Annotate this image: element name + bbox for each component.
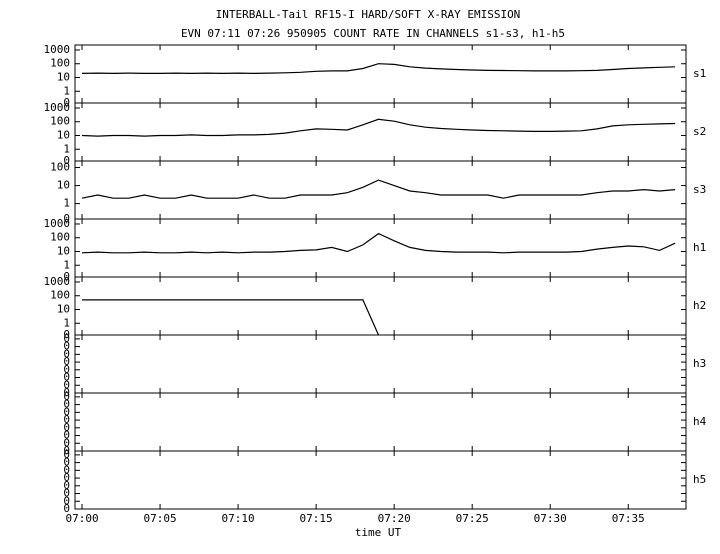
y-tick-label: 0 — [63, 421, 70, 434]
y-tick-label: 0 — [63, 494, 70, 507]
y-tick-label: 0 — [63, 332, 70, 345]
y-tick-label: 1 — [63, 84, 70, 97]
y-tick-label: 10 — [57, 128, 70, 141]
y-tick-label: 100 — [50, 161, 70, 174]
x-tick-label: 07:30 — [534, 512, 567, 525]
x-tick-label: 07:15 — [300, 512, 333, 525]
y-tick-label: 1000 — [44, 217, 71, 230]
chart-subtitle: EVN 07:11 07:26 950905 COUNT RATE IN CHA… — [181, 27, 565, 40]
panel-label: h4 — [693, 415, 707, 428]
y-tick-label: 10 — [57, 70, 70, 83]
y-tick-label: 0 — [63, 413, 70, 426]
y-tick-label: 0 — [63, 363, 70, 376]
y-tick-label: 0 — [63, 270, 70, 283]
y-tick-label: 0 — [63, 355, 70, 368]
panel-label: h3 — [693, 357, 706, 370]
panel-label: s2 — [693, 125, 706, 138]
x-tick-label: 07:05 — [143, 512, 176, 525]
y-tick-label: 100 — [50, 115, 70, 128]
panel-frame — [74, 44, 687, 104]
y-tick-label: 0 — [63, 456, 70, 469]
y-tick-label: 1 — [63, 197, 70, 210]
y-tick-label: 0 — [63, 371, 70, 384]
y-tick-label: 0 — [63, 328, 70, 341]
y-tick-label: 1 — [63, 258, 70, 271]
y-tick-label: 1 — [63, 316, 70, 329]
panel-label: h2 — [693, 299, 706, 312]
y-tick-label: 1000 — [44, 43, 71, 56]
panel-frame — [74, 392, 687, 452]
y-tick-label: 0 — [63, 386, 70, 399]
y-tick-label: 0 — [63, 463, 70, 476]
y-tick-label: 0 — [63, 448, 70, 461]
panel-frame — [74, 218, 687, 278]
series-line — [81, 63, 676, 75]
series-line — [81, 118, 676, 137]
series-line — [82, 299, 380, 336]
y-tick-label: 10 — [57, 244, 70, 257]
y-tick-label: 100 — [50, 231, 70, 244]
y-tick-label: 0 — [63, 405, 70, 418]
y-tick-label: 0 — [63, 398, 70, 411]
panel-frame — [74, 276, 687, 336]
y-tick-label: 0 — [63, 390, 70, 403]
y-tick-label: 0 — [63, 444, 70, 457]
y-tick-label: 0 — [63, 487, 70, 500]
panel-frame — [74, 450, 687, 510]
y-tick-label: 1000 — [44, 275, 71, 288]
x-tick-label: 07:35 — [612, 512, 645, 525]
panel-frame — [74, 102, 687, 162]
series-line — [81, 232, 676, 254]
panel-label: h5 — [693, 473, 706, 486]
y-tick-label: 0 — [63, 96, 70, 109]
panel-label: s3 — [693, 183, 706, 196]
panel-frame — [74, 334, 687, 394]
x-axis-label: time UT — [355, 526, 402, 539]
y-tick-label: 10 — [57, 179, 70, 192]
series-line — [81, 179, 676, 199]
y-tick-label: 0 — [63, 429, 70, 442]
panel-label: s1 — [693, 67, 706, 80]
y-tick-label: 0 — [63, 479, 70, 492]
y-tick-label: 1 — [63, 142, 70, 155]
y-tick-label: 1000 — [44, 101, 71, 114]
x-tick-label: 07:00 — [65, 512, 98, 525]
panel-frame — [74, 160, 687, 220]
y-tick-label: 0 — [63, 436, 70, 449]
y-tick-label: 0 — [63, 340, 70, 353]
chart-title: INTERBALL-Tail RF15-I HARD/SOFT X-RAY EM… — [216, 8, 521, 21]
y-tick-label: 0 — [63, 212, 70, 225]
x-tick-label: 07:10 — [222, 512, 255, 525]
y-tick-label: 10 — [57, 302, 70, 315]
y-tick-label: 100 — [50, 57, 70, 70]
y-tick-label: 0 — [63, 154, 70, 167]
y-tick-label: 100 — [50, 289, 70, 302]
x-tick-label: 07:20 — [378, 512, 411, 525]
y-tick-label: 0 — [63, 502, 70, 515]
y-tick-label: 0 — [63, 378, 70, 391]
x-tick-label: 07:25 — [456, 512, 489, 525]
panel-label: h1 — [693, 241, 706, 254]
y-tick-label: 0 — [63, 347, 70, 360]
y-tick-label: 0 — [63, 471, 70, 484]
